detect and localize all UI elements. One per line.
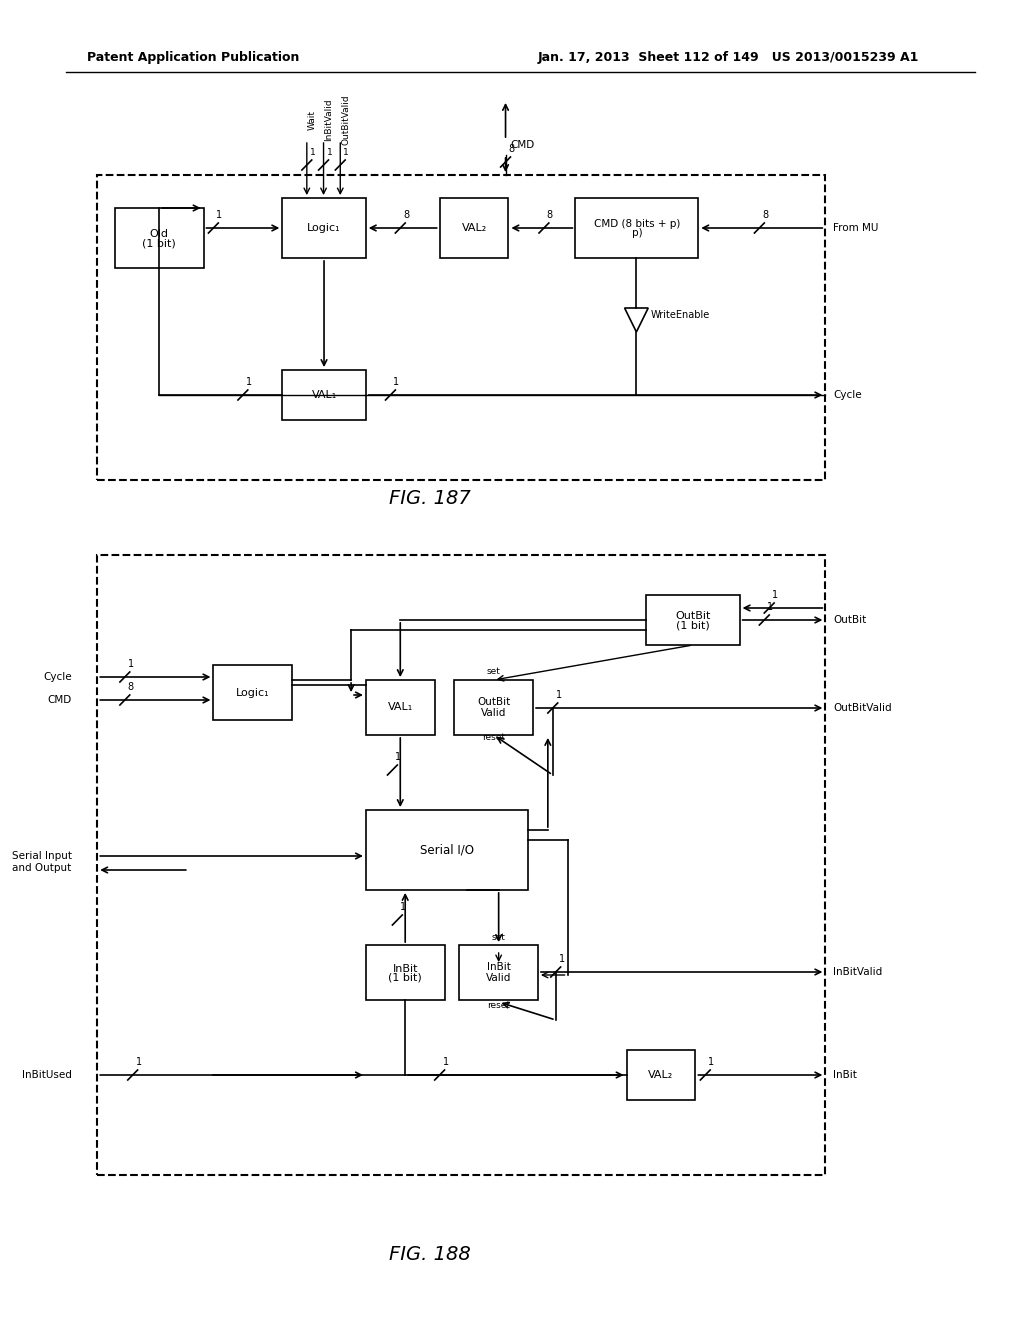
Text: InBitValid: InBitValid [325, 99, 334, 141]
Text: set: set [492, 932, 506, 941]
Text: VAL₁: VAL₁ [388, 702, 413, 713]
Text: WriteEnable: WriteEnable [651, 310, 711, 319]
Text: 8: 8 [762, 210, 768, 220]
FancyBboxPatch shape [213, 665, 292, 719]
Text: 1: 1 [135, 1057, 141, 1067]
Text: 8: 8 [509, 144, 515, 154]
FancyBboxPatch shape [439, 198, 509, 257]
Text: (1 bit): (1 bit) [388, 973, 422, 982]
Text: VAL₂: VAL₂ [462, 223, 486, 234]
FancyBboxPatch shape [115, 209, 204, 268]
Text: 1: 1 [556, 690, 562, 700]
Text: 1: 1 [767, 602, 773, 612]
Text: 1: 1 [310, 148, 315, 157]
Text: Jan. 17, 2013  Sheet 112 of 149   US 2013/0015239 A1: Jan. 17, 2013 Sheet 112 of 149 US 2013/0… [538, 51, 920, 65]
Text: 1: 1 [559, 954, 565, 964]
Text: 1: 1 [216, 210, 222, 220]
FancyBboxPatch shape [460, 945, 538, 1001]
FancyBboxPatch shape [575, 198, 698, 257]
Text: 1: 1 [395, 752, 401, 762]
Text: Cycle: Cycle [834, 389, 862, 400]
Text: Logic₁: Logic₁ [307, 223, 341, 234]
Text: CMD: CMD [510, 140, 535, 150]
Text: (1 bit): (1 bit) [676, 620, 710, 630]
FancyBboxPatch shape [366, 945, 444, 1001]
Text: From MU: From MU [834, 223, 879, 234]
Text: 8: 8 [128, 682, 134, 692]
Text: OutBit
Valid: OutBit Valid [477, 697, 510, 718]
Text: InBit
Valid: InBit Valid [486, 962, 511, 983]
Text: 1: 1 [393, 378, 399, 387]
Text: FIG. 187: FIG. 187 [389, 488, 471, 507]
Text: Cycle: Cycle [43, 672, 72, 682]
Text: (1 bit): (1 bit) [142, 238, 176, 248]
Text: InBitUsed: InBitUsed [22, 1071, 72, 1080]
Text: 1: 1 [343, 148, 349, 157]
Text: Patent Application Publication: Patent Application Publication [87, 51, 300, 65]
Text: 1: 1 [128, 659, 134, 669]
Text: VAL₁: VAL₁ [311, 389, 337, 400]
Text: OutBit: OutBit [675, 611, 711, 620]
Text: OutBitValid: OutBitValid [341, 95, 350, 145]
FancyBboxPatch shape [627, 1049, 695, 1100]
Text: Serial Input: Serial Input [11, 851, 72, 861]
FancyBboxPatch shape [366, 810, 528, 890]
Text: VAL₂: VAL₂ [648, 1071, 674, 1080]
Text: 1: 1 [400, 902, 407, 912]
Text: CMD: CMD [47, 696, 72, 705]
Text: Wait: Wait [308, 110, 316, 129]
Text: InBit: InBit [392, 964, 418, 974]
Text: CMD (8 bits + p): CMD (8 bits + p) [594, 219, 680, 228]
Text: 1: 1 [442, 1057, 449, 1067]
Text: OutBit: OutBit [834, 615, 866, 624]
Text: 1: 1 [246, 378, 252, 387]
Text: and Output: and Output [12, 863, 72, 873]
FancyBboxPatch shape [455, 680, 534, 735]
FancyBboxPatch shape [646, 595, 739, 645]
Text: OutBitValid: OutBitValid [834, 704, 892, 713]
Text: 1: 1 [772, 590, 778, 601]
Text: Old: Old [150, 228, 169, 239]
Text: 8: 8 [547, 210, 553, 220]
FancyBboxPatch shape [283, 198, 366, 257]
Text: p): p) [632, 228, 642, 238]
Text: Logic₁: Logic₁ [236, 688, 269, 697]
Text: 1: 1 [709, 1057, 715, 1067]
FancyBboxPatch shape [283, 370, 366, 420]
Text: InBitValid: InBitValid [834, 968, 883, 977]
Text: 8: 8 [403, 210, 410, 220]
Text: InBit: InBit [834, 1071, 857, 1080]
Text: FIG. 188: FIG. 188 [389, 1246, 471, 1265]
Text: reset: reset [482, 734, 505, 742]
Text: reset: reset [487, 1001, 510, 1010]
Text: 1: 1 [327, 148, 332, 157]
Text: Serial I/O: Serial I/O [420, 843, 474, 857]
Text: set: set [486, 668, 501, 676]
FancyBboxPatch shape [366, 680, 435, 735]
